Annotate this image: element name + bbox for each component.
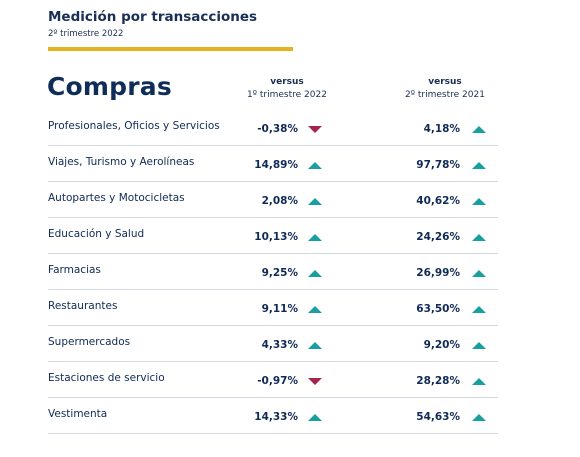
column-header-label: versus [428,77,462,87]
trend-up-icon [472,234,486,241]
column-header-period: 2º trimestre 2021 [405,90,485,100]
table-row: Farmacias 9,25% 26,99% [48,254,498,290]
table-row: Viajes, Turismo y Aerolíneas 14,89% 97,7… [48,146,498,182]
row-value-vs-q2-2021: 97,78% [416,159,460,171]
table-row: Restaurantes 9,11% 63,50% [48,290,498,326]
row-value-vs-q1-2022: 14,89% [254,159,298,171]
row-category: Supermercados [48,336,131,348]
row-value-vs-q1-2022: -0,97% [257,375,298,387]
section-title: Compras [47,72,172,101]
row-value-vs-q1-2022: 14,33% [254,411,298,423]
trend-up-icon [308,342,322,349]
row-category: Restaurantes [48,300,118,312]
row-category: Autopartes y Motocicletas [48,192,185,204]
row-category: Farmacias [48,264,101,276]
column-header-q1-2022: versus 1º trimestre 2022 [232,76,342,102]
table-row: Autopartes y Motocicletas 2,08% 40,62% [48,182,498,218]
trend-up-icon [472,162,486,169]
row-value-vs-q2-2021: 24,26% [416,231,460,243]
row-value-vs-q1-2022: -0,38% [257,123,298,135]
column-header-q2-2021: versus 2º trimestre 2021 [400,76,490,102]
row-value-vs-q2-2021: 26,99% [416,267,460,279]
trend-up-icon [308,162,322,169]
trend-up-icon [472,126,486,133]
page-subtitle: 2º trimestre 2022 [48,29,124,39]
row-value-vs-q2-2021: 40,62% [416,195,460,207]
row-value-vs-q1-2022: 4,33% [261,339,298,351]
row-category: Vestimenta [48,408,108,420]
column-header-period: 1º trimestre 2022 [247,90,327,100]
row-value-vs-q1-2022: 9,11% [261,303,298,315]
trend-up-icon [472,306,486,313]
row-value-vs-q2-2021: 54,63% [416,411,460,423]
trend-down-icon [308,126,322,133]
row-value-vs-q1-2022: 2,08% [261,195,298,207]
trend-up-icon [308,198,322,205]
trend-down-icon [308,378,322,385]
page-title: Medición por transacciones [48,9,258,25]
row-value-vs-q1-2022: 10,13% [254,231,298,243]
row-category: Profesionales, Oficios y Servicios [48,120,220,132]
table-row: Profesionales, Oficios y Servicios -0,38… [48,110,498,146]
trend-up-icon [308,414,322,421]
row-value-vs-q2-2021: 28,28% [416,375,460,387]
row-category: Estaciones de servicio [48,372,165,384]
table-row: Educación y Salud 10,13% 24,26% [48,218,498,254]
row-category: Educación y Salud [48,228,145,240]
trend-up-icon [472,378,486,385]
table-row: Supermercados 4,33% 9,20% [48,326,498,362]
transactions-table: Profesionales, Oficios y Servicios -0,38… [48,110,498,434]
row-value-vs-q2-2021: 4,18% [423,123,460,135]
trend-up-icon [472,414,486,421]
trend-up-icon [308,306,322,313]
table-row: Vestimenta 14,33% 54,63% [48,398,498,434]
row-value-vs-q1-2022: 9,25% [261,267,298,279]
trend-up-icon [472,198,486,205]
table-row: Estaciones de servicio -0,97% 28,28% [48,362,498,398]
trend-up-icon [308,270,322,277]
row-value-vs-q2-2021: 63,50% [416,303,460,315]
row-category: Viajes, Turismo y Aerolíneas [48,156,195,168]
row-value-vs-q2-2021: 9,20% [423,339,460,351]
trend-up-icon [472,342,486,349]
column-header-label: versus [270,77,304,87]
trend-up-icon [472,270,486,277]
trend-up-icon [308,234,322,241]
accent-divider [48,47,293,51]
